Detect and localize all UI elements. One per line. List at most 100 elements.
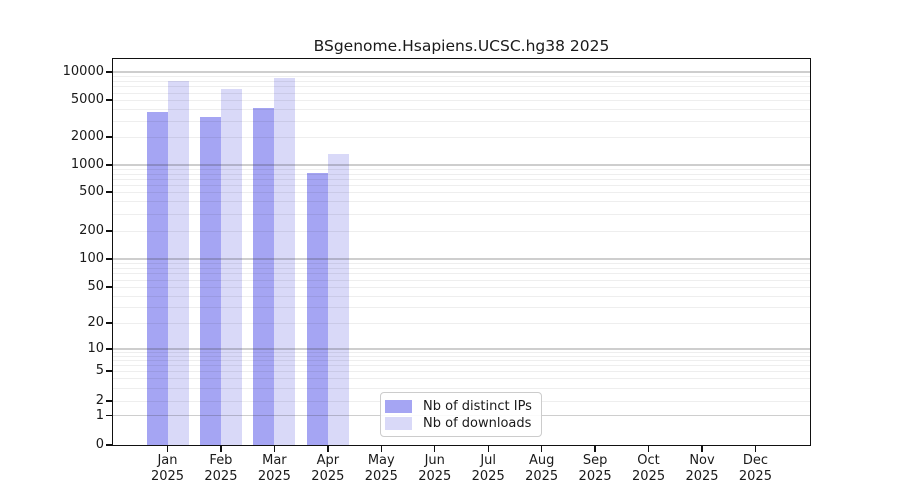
grid-line-minor <box>113 100 810 101</box>
grid-line-minor <box>113 365 810 367</box>
y-tick-label: 200 <box>79 223 104 238</box>
y-tick-label: 2 <box>95 393 104 408</box>
x-tick-mark <box>327 445 329 452</box>
y-tick-label: 100 <box>79 251 104 266</box>
chart-title: BSgenome.Hsapiens.UCSC.hg38 2025 <box>313 37 610 55</box>
grid-line-minor <box>113 356 810 358</box>
y-tick-label: 5000 <box>70 92 104 107</box>
x-tick-label: Jan 2025 <box>150 453 185 484</box>
y-tick-label: 10 <box>87 341 104 356</box>
y-tick-mark <box>106 414 113 417</box>
y-tick-mark <box>106 164 113 166</box>
y-tick-label: 0 <box>95 437 104 452</box>
y-tick-label: 20 <box>87 315 104 330</box>
legend: Nb of distinct IPs Nb of downloads <box>380 392 542 437</box>
y-tick-mark <box>106 230 113 232</box>
grid-line-minor <box>113 360 810 362</box>
x-tick-mark <box>647 445 650 452</box>
y-tick-label: 2000 <box>70 129 104 144</box>
grid-line-minor <box>113 120 810 122</box>
legend-swatch-distinct-ips <box>385 400 412 413</box>
grid-line-minor <box>113 86 810 88</box>
bar-downloads <box>220 88 242 445</box>
grid-line-minor <box>113 169 810 171</box>
grid-line-minor <box>113 109 810 110</box>
y-tick-mark <box>106 99 113 101</box>
x-tick-mark <box>273 445 276 452</box>
grid-line-minor <box>113 352 810 354</box>
grid-line-minor <box>113 92 810 94</box>
grid-line-minor <box>113 201 810 203</box>
x-tick-label: Aug 2025 <box>525 453 559 484</box>
x-tick-mark <box>594 445 596 452</box>
grid-line-minor <box>113 173 810 175</box>
bar-distinct-ips <box>306 172 328 445</box>
bar-distinct-ips <box>199 117 221 445</box>
bar-downloads <box>167 81 189 445</box>
bar-distinct-ips <box>146 112 168 445</box>
y-tick-mark <box>106 400 113 402</box>
y-tick-mark <box>106 136 113 138</box>
grid-line-minor <box>113 81 810 82</box>
grid-line-minor <box>113 268 810 269</box>
grid-line-minor <box>113 295 810 297</box>
grid-line-minor <box>113 371 810 372</box>
grid-line-minor <box>113 178 810 180</box>
x-tick-label: Nov 2025 <box>685 453 719 484</box>
x-tick-label: Jul 2025 <box>471 453 505 484</box>
plot-area <box>112 58 811 446</box>
grid-line-minor <box>113 279 810 281</box>
x-tick-mark <box>220 445 222 452</box>
grid-line-minor <box>113 137 810 138</box>
x-tick-label: Oct 2025 <box>632 453 666 484</box>
grid-line-minor <box>113 184 810 186</box>
bar-distinct-ips <box>253 108 275 445</box>
y-tick-label: 5 <box>95 363 104 378</box>
x-tick-label: Mar 2025 <box>257 453 291 484</box>
y-tick-mark <box>106 444 113 446</box>
x-tick-label: Dec 2025 <box>738 453 772 484</box>
legend-item-downloads: Nb of downloads <box>385 415 533 432</box>
x-tick-label: Sep 2025 <box>578 453 612 484</box>
legend-item-distinct-ips: Nb of distinct IPs <box>385 398 533 415</box>
grid-line-minor <box>113 287 810 288</box>
grid-line-minor <box>113 213 810 215</box>
grid-line-minor <box>113 378 810 380</box>
legend-label-downloads: Nb of downloads <box>423 415 532 431</box>
y-tick-mark <box>106 348 113 350</box>
grid-line-major <box>113 164 810 166</box>
grid-line-minor <box>113 387 810 389</box>
y-tick-label: 1000 <box>70 157 104 172</box>
x-tick-label: Jun 2025 <box>418 453 452 484</box>
grid-line-minor <box>113 323 810 324</box>
y-tick-label: 1 <box>95 407 104 423</box>
y-tick-mark <box>106 191 113 193</box>
y-tick-mark <box>106 322 113 324</box>
grid-line-major <box>113 71 810 73</box>
x-tick-mark <box>701 445 703 452</box>
y-tick-mark <box>106 258 113 260</box>
legend-label-distinct-ips: Nb of distinct IPs <box>423 398 532 414</box>
y-tick-mark <box>106 71 113 73</box>
grid-line-major <box>113 348 810 350</box>
grid-line-minor <box>113 273 810 275</box>
y-tick-label: 500 <box>79 184 104 199</box>
bar-downloads <box>274 77 296 445</box>
grid-line-major <box>113 258 810 260</box>
x-tick-mark <box>166 445 169 452</box>
y-tick-mark <box>106 286 113 288</box>
x-tick-mark <box>380 445 382 452</box>
x-tick-label: Apr 2025 <box>311 453 345 484</box>
x-tick-label: Feb 2025 <box>204 453 238 484</box>
grid-line-minor <box>113 192 810 193</box>
x-tick-mark <box>487 445 489 452</box>
x-tick-mark <box>754 445 757 452</box>
x-tick-label: May 2025 <box>364 453 398 484</box>
x-tick-mark <box>434 445 436 452</box>
y-tick-mark <box>106 370 113 372</box>
y-tick-label: 50 <box>87 279 104 294</box>
bar-downloads <box>327 154 349 445</box>
grid-line-minor <box>113 231 810 232</box>
grid-line-minor <box>113 263 810 265</box>
